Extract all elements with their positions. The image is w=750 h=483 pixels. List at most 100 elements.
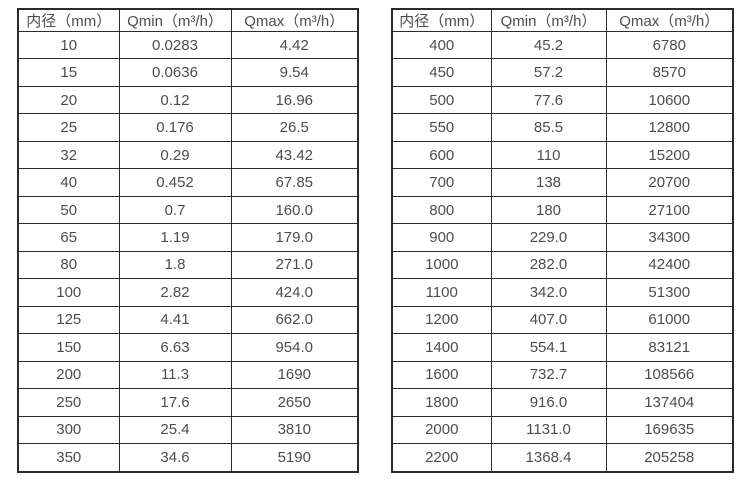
- qmax-cell: 205258: [605, 443, 734, 473]
- qmax-cell: 5190: [230, 443, 359, 473]
- qmax-cell: 83121: [605, 333, 734, 362]
- diameter-cell: 300: [17, 415, 120, 445]
- table-row: 20 0.12 16.96: [17, 85, 359, 115]
- qmax-cell: 179.0: [230, 223, 359, 252]
- qmin-cell: 6.63: [118, 333, 232, 362]
- qmin-cell: 0.452: [118, 168, 232, 197]
- qmin-cell: 85.5: [490, 113, 607, 142]
- diameter-cell: 10: [17, 30, 120, 60]
- table-row: 900 229.0 34300: [391, 223, 734, 252]
- diameter-cell: 50: [17, 195, 120, 225]
- header-row: 内径（mm） Qmin（m³/h） Qmax（m³/h）: [17, 8, 359, 32]
- table-row: 125 4.41 662.0: [17, 305, 359, 335]
- qmin-cell: 0.29: [118, 140, 232, 170]
- qmin-cell: 1.19: [118, 223, 232, 252]
- table-row: 500 77.6 10600: [391, 85, 734, 115]
- diameter-cell: 1000: [391, 250, 492, 280]
- qmax-cell: 160.0: [230, 195, 359, 225]
- qmax-cell: 954.0: [230, 333, 359, 362]
- qmax-cell: 2650: [230, 388, 359, 417]
- diameter-cell: 400: [391, 30, 492, 60]
- diameter-cell: 32: [17, 140, 120, 170]
- qmin-cell: 0.176: [118, 113, 232, 142]
- column-header: 内径（mm）: [17, 8, 120, 32]
- diameter-cell: 350: [17, 443, 120, 473]
- qmax-cell: 67.85: [230, 168, 359, 197]
- qmax-cell: 16.96: [230, 85, 359, 115]
- table-row: 40 0.452 67.85: [17, 168, 359, 197]
- table-row: 400 45.2 6780: [391, 30, 734, 60]
- table-row: 10 0.0283 4.42: [17, 30, 359, 60]
- qmin-cell: 0.0283: [118, 30, 232, 60]
- qmin-cell: 0.7: [118, 195, 232, 225]
- diameter-cell: 1200: [391, 305, 492, 335]
- qmin-cell: 1368.4: [490, 443, 607, 473]
- table-row: 350 34.6 5190: [17, 443, 359, 473]
- diameter-cell: 1400: [391, 333, 492, 362]
- qmin-cell: 229.0: [490, 223, 607, 252]
- table-row: 450 57.2 8570: [391, 58, 734, 87]
- diameter-cell: 40: [17, 168, 120, 197]
- diameter-cell: 1100: [391, 278, 492, 307]
- diameter-flow-table-left: 内径（mm） Qmin（m³/h） Qmax（m³/h） 10 0.0283 4.42 1…: [17, 8, 359, 473]
- qmax-cell: 662.0: [230, 305, 359, 335]
- diameter-cell: 65: [17, 223, 120, 252]
- table-row: 32 0.29 43.42: [17, 140, 359, 170]
- qmax-cell: 271.0: [230, 250, 359, 280]
- column-header: Qmax（m³/h）: [230, 8, 359, 32]
- table-row: 1000 282.0 42400: [391, 250, 734, 280]
- qmin-cell: 0.0636: [118, 58, 232, 87]
- qmin-cell: 554.1: [490, 333, 607, 362]
- table-row: 700 138 20700: [391, 168, 734, 197]
- table-row: 2000 1131.0 169635: [391, 415, 734, 445]
- table-row: 25 0.176 26.5: [17, 113, 359, 142]
- table-row: 150 6.63 954.0: [17, 333, 359, 362]
- qmin-cell: 17.6: [118, 388, 232, 417]
- qmax-cell: 51300: [605, 278, 734, 307]
- qmin-cell: 407.0: [490, 305, 607, 335]
- table-row: 50 0.7 160.0: [17, 195, 359, 225]
- qmin-cell: 57.2: [490, 58, 607, 87]
- table-row: 1100 342.0 51300: [391, 278, 734, 307]
- qmin-cell: 916.0: [490, 388, 607, 417]
- diameter-cell: 1600: [391, 360, 492, 390]
- table-row: 15 0.0636 9.54: [17, 58, 359, 87]
- column-header: Qmin（m³/h）: [490, 8, 607, 32]
- diameter-cell: 900: [391, 223, 492, 252]
- header-row: 内径（mm） Qmin（m³/h） Qmax（m³/h）: [391, 8, 734, 32]
- column-header: Qmax（m³/h）: [605, 8, 734, 32]
- diameter-cell: 700: [391, 168, 492, 197]
- table-row: 1800 916.0 137404: [391, 388, 734, 417]
- qmin-cell: 4.41: [118, 305, 232, 335]
- diameter-cell: 500: [391, 85, 492, 115]
- qmin-cell: 342.0: [490, 278, 607, 307]
- qmax-cell: 43.42: [230, 140, 359, 170]
- qmin-cell: 25.4: [118, 415, 232, 445]
- qmin-cell: 0.12: [118, 85, 232, 115]
- diameter-flow-table-right: 内径（mm） Qmin（m³/h） Qmax（m³/h） 400 45.2 6780 45…: [391, 8, 734, 473]
- qmin-cell: 110: [490, 140, 607, 170]
- table-row: 800 180 27100: [391, 195, 734, 225]
- qmax-cell: 12800: [605, 113, 734, 142]
- table-row: 300 25.4 3810: [17, 415, 359, 445]
- diameter-cell: 15: [17, 58, 120, 87]
- qmin-cell: 138: [490, 168, 607, 197]
- qmin-cell: 11.3: [118, 360, 232, 390]
- table-row: 250 17.6 2650: [17, 388, 359, 417]
- qmax-cell: 61000: [605, 305, 734, 335]
- diameter-cell: 25: [17, 113, 120, 142]
- table-row: 550 85.5 12800: [391, 113, 734, 142]
- diameter-cell: 100: [17, 278, 120, 307]
- diameter-cell: 80: [17, 250, 120, 280]
- qmax-cell: 20700: [605, 168, 734, 197]
- qmax-cell: 9.54: [230, 58, 359, 87]
- qmax-cell: 108566: [605, 360, 734, 390]
- diameter-cell: 450: [391, 58, 492, 87]
- diameter-cell: 20: [17, 85, 120, 115]
- qmin-cell: 2.82: [118, 278, 232, 307]
- qmax-cell: 3810: [230, 415, 359, 445]
- qmax-cell: 424.0: [230, 278, 359, 307]
- column-header: 内径（mm）: [391, 8, 492, 32]
- qmax-cell: 137404: [605, 388, 734, 417]
